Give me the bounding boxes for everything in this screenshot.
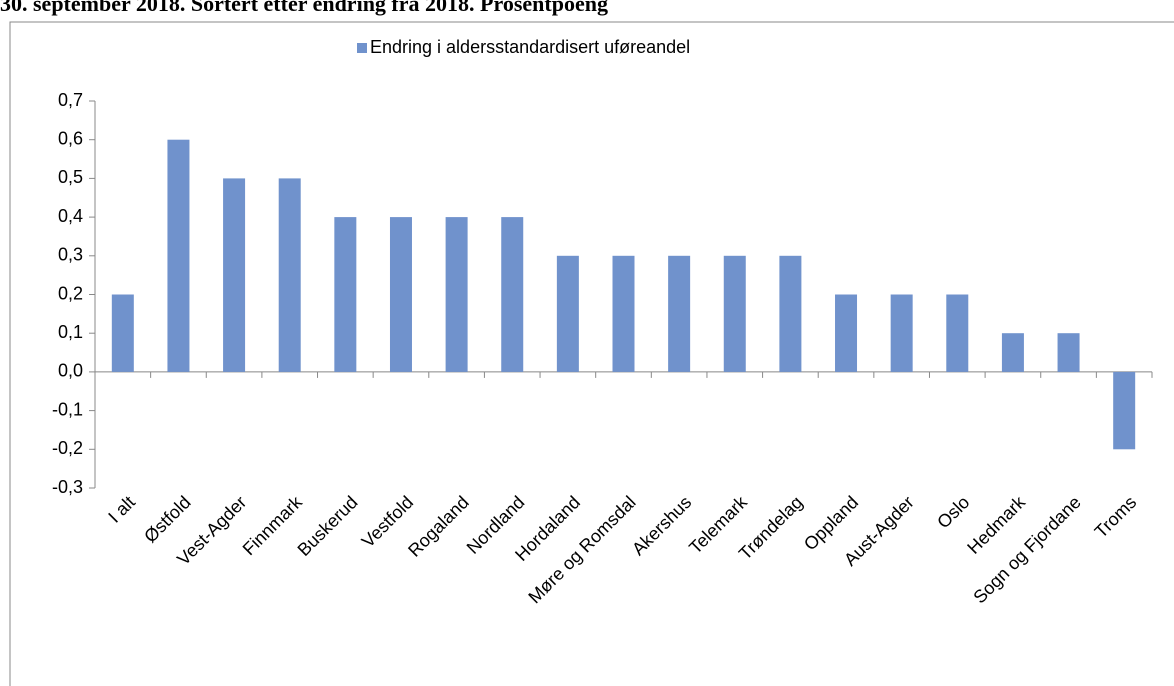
y-tick-label: 0,3 [58, 245, 83, 265]
y-tick-label: 0,6 [58, 128, 83, 148]
bar [389, 217, 412, 372]
x-tick-label: Rogaland [404, 492, 473, 561]
x-tick-label: Sogn og Fjordane [969, 492, 1084, 607]
bar [668, 255, 691, 372]
bar [278, 178, 301, 372]
x-tick-label: I alt [104, 492, 139, 527]
chart-title: 30. september 2018. Sortert etter endrin… [0, 0, 608, 16]
y-tick-label: 0,2 [58, 283, 83, 303]
x-tick-label: Østfold [140, 492, 194, 546]
x-tick-label: Akershus [628, 492, 695, 559]
bar [445, 217, 468, 372]
x-tick-label: Troms [1091, 492, 1141, 542]
y-tick-label: 0,1 [58, 322, 83, 342]
y-tick-label: -0,3 [52, 477, 83, 497]
bar [1057, 333, 1080, 372]
x-tick-label: Oslo [933, 492, 973, 532]
bar [946, 294, 969, 372]
legend-swatch [357, 43, 367, 53]
y-tick-label: 0,4 [58, 206, 83, 226]
bar [1113, 371, 1136, 450]
bar [835, 294, 858, 372]
chart-frame [9, 21, 1174, 686]
y-tick-label: -0,2 [52, 438, 83, 458]
y-tick-label: 0,0 [58, 361, 83, 381]
x-tick-label: Møre og Romsdal [524, 492, 639, 607]
bar [111, 294, 134, 372]
bar [556, 255, 579, 372]
x-tick-label: Buskerud [294, 492, 362, 560]
y-tick-label: 0,5 [58, 167, 83, 187]
y-tick-label: -0,1 [52, 399, 83, 419]
bar [612, 255, 635, 372]
y-tick-label: 0,7 [58, 90, 83, 110]
bar [723, 255, 746, 372]
legend-label: Endring i aldersstandardisert uføreandel [370, 37, 690, 57]
bar [890, 294, 913, 372]
bar [501, 217, 524, 372]
bar [223, 178, 246, 372]
bar [334, 217, 357, 372]
bar [167, 139, 190, 372]
bar [1001, 333, 1024, 372]
bar [779, 255, 802, 372]
